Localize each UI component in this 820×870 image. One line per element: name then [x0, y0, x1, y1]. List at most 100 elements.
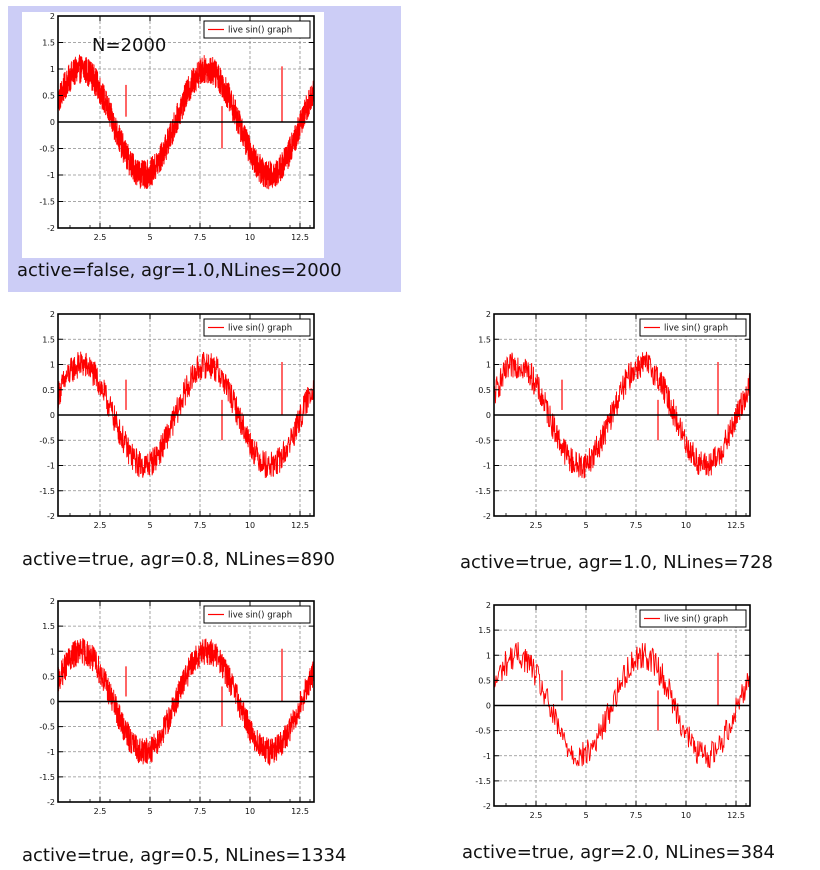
chart-caption: active=false, agr=1.0,NLines=2000 — [17, 260, 342, 281]
y-tick-label: -1.5 — [475, 777, 491, 786]
y-tick-label: -1 — [47, 171, 55, 180]
y-tick-label: -0.5 — [39, 145, 55, 154]
x-tick-label: 5 — [583, 521, 588, 530]
y-tick-label: 0.5 — [478, 676, 491, 685]
x-tick-label: 7.5 — [194, 521, 207, 530]
x-tick-label: 7.5 — [630, 811, 643, 820]
y-tick-label: 1.5 — [42, 335, 55, 344]
x-tick-label: 2.5 — [94, 807, 107, 816]
x-tick-label: 5 — [147, 807, 152, 816]
legend: live sin() graph — [639, 609, 747, 628]
y-tick-label: -0.5 — [475, 436, 491, 445]
y-tick-label: -1 — [47, 462, 55, 471]
x-tick-label: 5 — [147, 233, 152, 242]
series-line-live-sin-graph — [57, 54, 315, 190]
chart-caption: active=true, agr=2.0, NLines=384 — [462, 842, 775, 863]
y-tick-label: -2 — [47, 798, 55, 807]
y-tick-label: -0.5 — [39, 436, 55, 445]
x-tick-label: 7.5 — [194, 807, 207, 816]
y-tick-label: 2 — [486, 601, 491, 610]
y-tick-label: -0.5 — [39, 723, 55, 732]
y-tick-label: -1.5 — [475, 487, 491, 496]
y-tick-label: -2 — [483, 512, 491, 521]
y-tick-label: 0.5 — [42, 672, 55, 681]
x-tick-label: 10 — [245, 807, 255, 816]
y-tick-label: 0 — [50, 698, 55, 707]
y-tick-label: 0 — [486, 702, 491, 711]
legend-label: live sin() graph — [228, 611, 292, 621]
x-tick-label: 2.5 — [94, 233, 107, 242]
y-tick-label: 2 — [50, 597, 55, 606]
y-tick-label: -2 — [47, 224, 55, 233]
y-tick-label: -0.5 — [475, 727, 491, 736]
legend-box — [639, 318, 747, 337]
y-tick-label: -2 — [483, 802, 491, 811]
x-tick-label: 5 — [147, 521, 152, 530]
x-tick-label: 7.5 — [630, 521, 643, 530]
y-tick-label: 2 — [50, 12, 55, 21]
y-tick-label: 1.5 — [42, 622, 55, 631]
y-tick-label: 2 — [486, 310, 491, 319]
x-tick-label: 10 — [681, 521, 691, 530]
y-tick-label: 1.5 — [478, 335, 491, 344]
y-tick-label: -1.5 — [39, 773, 55, 782]
legend-box — [203, 318, 311, 337]
legend: live sin() graph — [639, 318, 747, 337]
x-tick-label: 5 — [583, 811, 588, 820]
y-tick-label: 1 — [50, 647, 55, 656]
y-tick-label: -2 — [47, 512, 55, 521]
x-tick-label: 2.5 — [530, 521, 543, 530]
y-tick-label: 1 — [486, 361, 491, 370]
y-tick-label: 1 — [486, 651, 491, 660]
chart-annotation: N=2000 — [92, 35, 166, 56]
x-tick-label: 10 — [245, 233, 255, 242]
x-tick-label: 10 — [245, 521, 255, 530]
y-tick-label: -1 — [47, 748, 55, 757]
y-tick-label: 1 — [50, 65, 55, 74]
y-tick-label: 0 — [50, 118, 55, 127]
legend-box — [203, 20, 311, 39]
y-tick-label: 0.5 — [42, 386, 55, 395]
series-line-live-sin-graph — [493, 642, 751, 769]
series-line-live-sin-graph — [493, 351, 751, 479]
legend-box — [203, 605, 311, 624]
x-tick-label: 2.5 — [530, 811, 543, 820]
y-tick-label: -1.5 — [39, 487, 55, 496]
y-tick-label: 0.5 — [478, 386, 491, 395]
series-line-live-sin-graph — [57, 638, 315, 766]
x-tick-label: 12.5 — [727, 521, 745, 530]
x-tick-label: 2.5 — [94, 521, 107, 530]
chart-caption: active=true, agr=0.8, NLines=890 — [22, 549, 335, 570]
legend-label: live sin() graph — [664, 615, 728, 625]
y-tick-label: 0 — [486, 411, 491, 420]
chart-caption: active=true, agr=0.5, NLines=1334 — [22, 845, 347, 866]
y-tick-label: 0 — [50, 411, 55, 420]
y-tick-label: 2 — [50, 310, 55, 319]
legend-label: live sin() graph — [664, 324, 728, 334]
y-tick-label: -1 — [483, 752, 491, 761]
x-tick-label: 12.5 — [291, 233, 309, 242]
x-tick-label: 12.5 — [727, 811, 745, 820]
y-tick-label: 1.5 — [478, 626, 491, 635]
y-tick-label: 0.5 — [42, 92, 55, 101]
legend: live sin() graph — [203, 20, 311, 39]
legend-label: live sin() graph — [228, 324, 292, 334]
x-tick-label: 7.5 — [194, 233, 207, 242]
y-tick-label: 1 — [50, 361, 55, 370]
x-tick-label: 12.5 — [291, 807, 309, 816]
series-line-live-sin-graph — [57, 351, 315, 479]
legend-label: live sin() graph — [228, 26, 292, 36]
chart-caption: active=true, agr=1.0, NLines=728 — [460, 552, 773, 573]
legend: live sin() graph — [203, 605, 311, 624]
y-tick-label: 1.5 — [42, 39, 55, 48]
legend: live sin() graph — [203, 318, 311, 337]
legend-box — [639, 609, 747, 628]
x-tick-label: 12.5 — [291, 521, 309, 530]
y-tick-label: -1 — [483, 462, 491, 471]
x-tick-label: 10 — [681, 811, 691, 820]
